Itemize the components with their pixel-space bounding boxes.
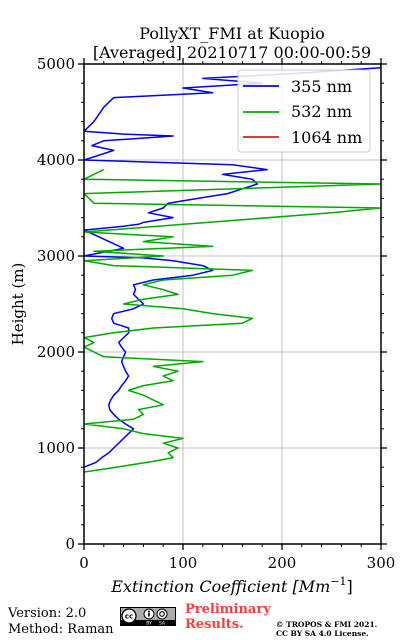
chart-title: PollyXT_FMI at Kuopio xyxy=(139,24,325,43)
y-tick-label-4000: 4000 xyxy=(37,151,75,169)
copyright-line-1: © TROPOS & FMI 2021. xyxy=(276,620,378,629)
y-tick-label-1000: 1000 xyxy=(37,439,75,457)
y-tick-label-0: 0 xyxy=(65,535,75,553)
series-line-355-nm xyxy=(84,64,381,468)
x-axis-label: Extinction Coefficient [Mm−1] xyxy=(110,575,353,596)
x-tick-label-300: 300 xyxy=(367,554,396,572)
preliminary-results-text: Preliminary Results. xyxy=(185,602,271,632)
cc-badge-sa: SA xyxy=(159,621,166,626)
x-tick-label-0: 0 xyxy=(79,554,89,572)
x-tick-label-100: 100 xyxy=(169,554,198,572)
x-tick-label-200: 200 xyxy=(268,554,297,572)
method-text: Method: Raman xyxy=(8,622,114,637)
y-tick-label-2000: 2000 xyxy=(37,343,75,361)
preliminary-line-1: Preliminary xyxy=(185,602,271,617)
series-layer xyxy=(84,64,381,473)
chart-subtitle: [Averaged] 20210717 00:00-00:59 xyxy=(93,43,371,62)
svg-text:cc: cc xyxy=(125,613,133,621)
legend-box xyxy=(237,69,371,153)
copyright-line-2: CC BY SA 4.0 License. xyxy=(276,629,369,638)
version-text: Version: 2.0 xyxy=(8,606,87,621)
y-tick-label-5000: 5000 xyxy=(37,55,75,73)
legend: 355 nm 532 nm 1064 nm xyxy=(237,69,371,153)
cc-badge-by: BY xyxy=(146,621,152,626)
x-axis-label-end: ] xyxy=(347,577,353,596)
y-tick-label-3000: 3000 xyxy=(37,247,75,265)
legend-label-1064: 1064 nm xyxy=(291,128,362,147)
legend-label-355: 355 nm xyxy=(291,77,352,96)
copyright-notice: © TROPOS & FMI 2021. CC BY SA 4.0 Licens… xyxy=(276,620,377,638)
preliminary-line-2: Results. xyxy=(185,617,244,632)
plot-frame xyxy=(83,63,382,545)
x-axis-label-main: Extinction Coefficient [Mm xyxy=(110,577,330,596)
legend-label-532: 532 nm xyxy=(291,102,352,121)
y-axis-label: Height (m) xyxy=(9,263,27,346)
x-axis-label-sup: −1 xyxy=(330,575,346,588)
series-line-532-nm xyxy=(84,168,381,473)
cc-by-sa-badge-icon: cc BY SA xyxy=(120,607,176,626)
